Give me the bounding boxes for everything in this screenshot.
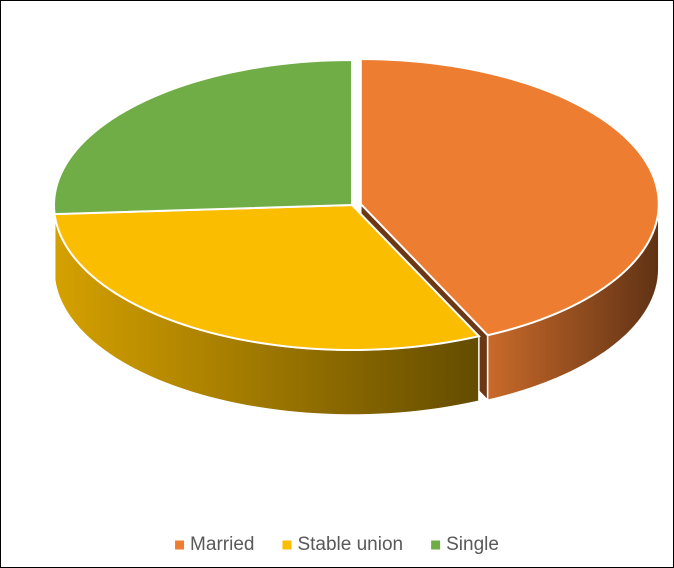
slice bbox=[359, 58, 660, 337]
legend-label: Stable union bbox=[297, 534, 403, 555]
legend-swatch bbox=[175, 540, 185, 550]
legend-swatch bbox=[431, 540, 441, 550]
legend-label: Single bbox=[446, 534, 499, 555]
slice bbox=[53, 203, 481, 351]
slice bbox=[53, 58, 353, 216]
legend-label: Married bbox=[190, 534, 254, 555]
legend-swatch bbox=[282, 540, 292, 550]
